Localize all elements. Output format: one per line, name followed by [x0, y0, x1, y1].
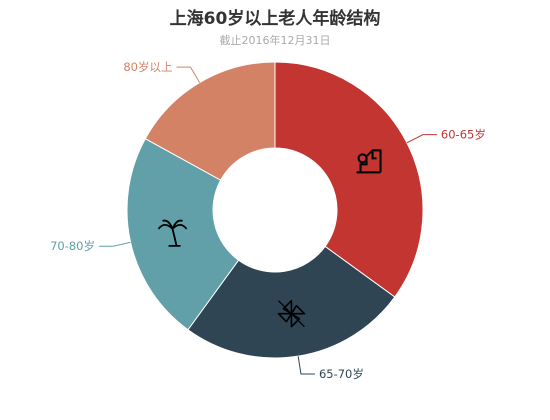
- label-leader-line: [176, 66, 201, 83]
- pie-slice-1[interactable]: [274, 61, 424, 298]
- pie-slice-3[interactable]: [126, 138, 240, 331]
- slice-label: 80岁以上: [123, 60, 172, 74]
- pinwheel-icon: [277, 299, 306, 328]
- palm-tree-icon: [157, 219, 188, 247]
- label-leader-line: [406, 134, 437, 144]
- wrench-pipe-icon: [356, 149, 382, 174]
- chart-title: 上海60岁以上老人年龄结构: [169, 9, 381, 29]
- label-leader-line: [98, 241, 131, 247]
- pie-slice-4[interactable]: [144, 61, 276, 181]
- chart-subtitle: 截止2016年12月31日: [219, 34, 331, 47]
- slice-label: 70-80岁: [50, 239, 95, 253]
- slice-label: 60-65岁: [441, 128, 486, 142]
- slice-label: 65-70岁: [319, 367, 364, 381]
- label-leader-line: [297, 356, 315, 375]
